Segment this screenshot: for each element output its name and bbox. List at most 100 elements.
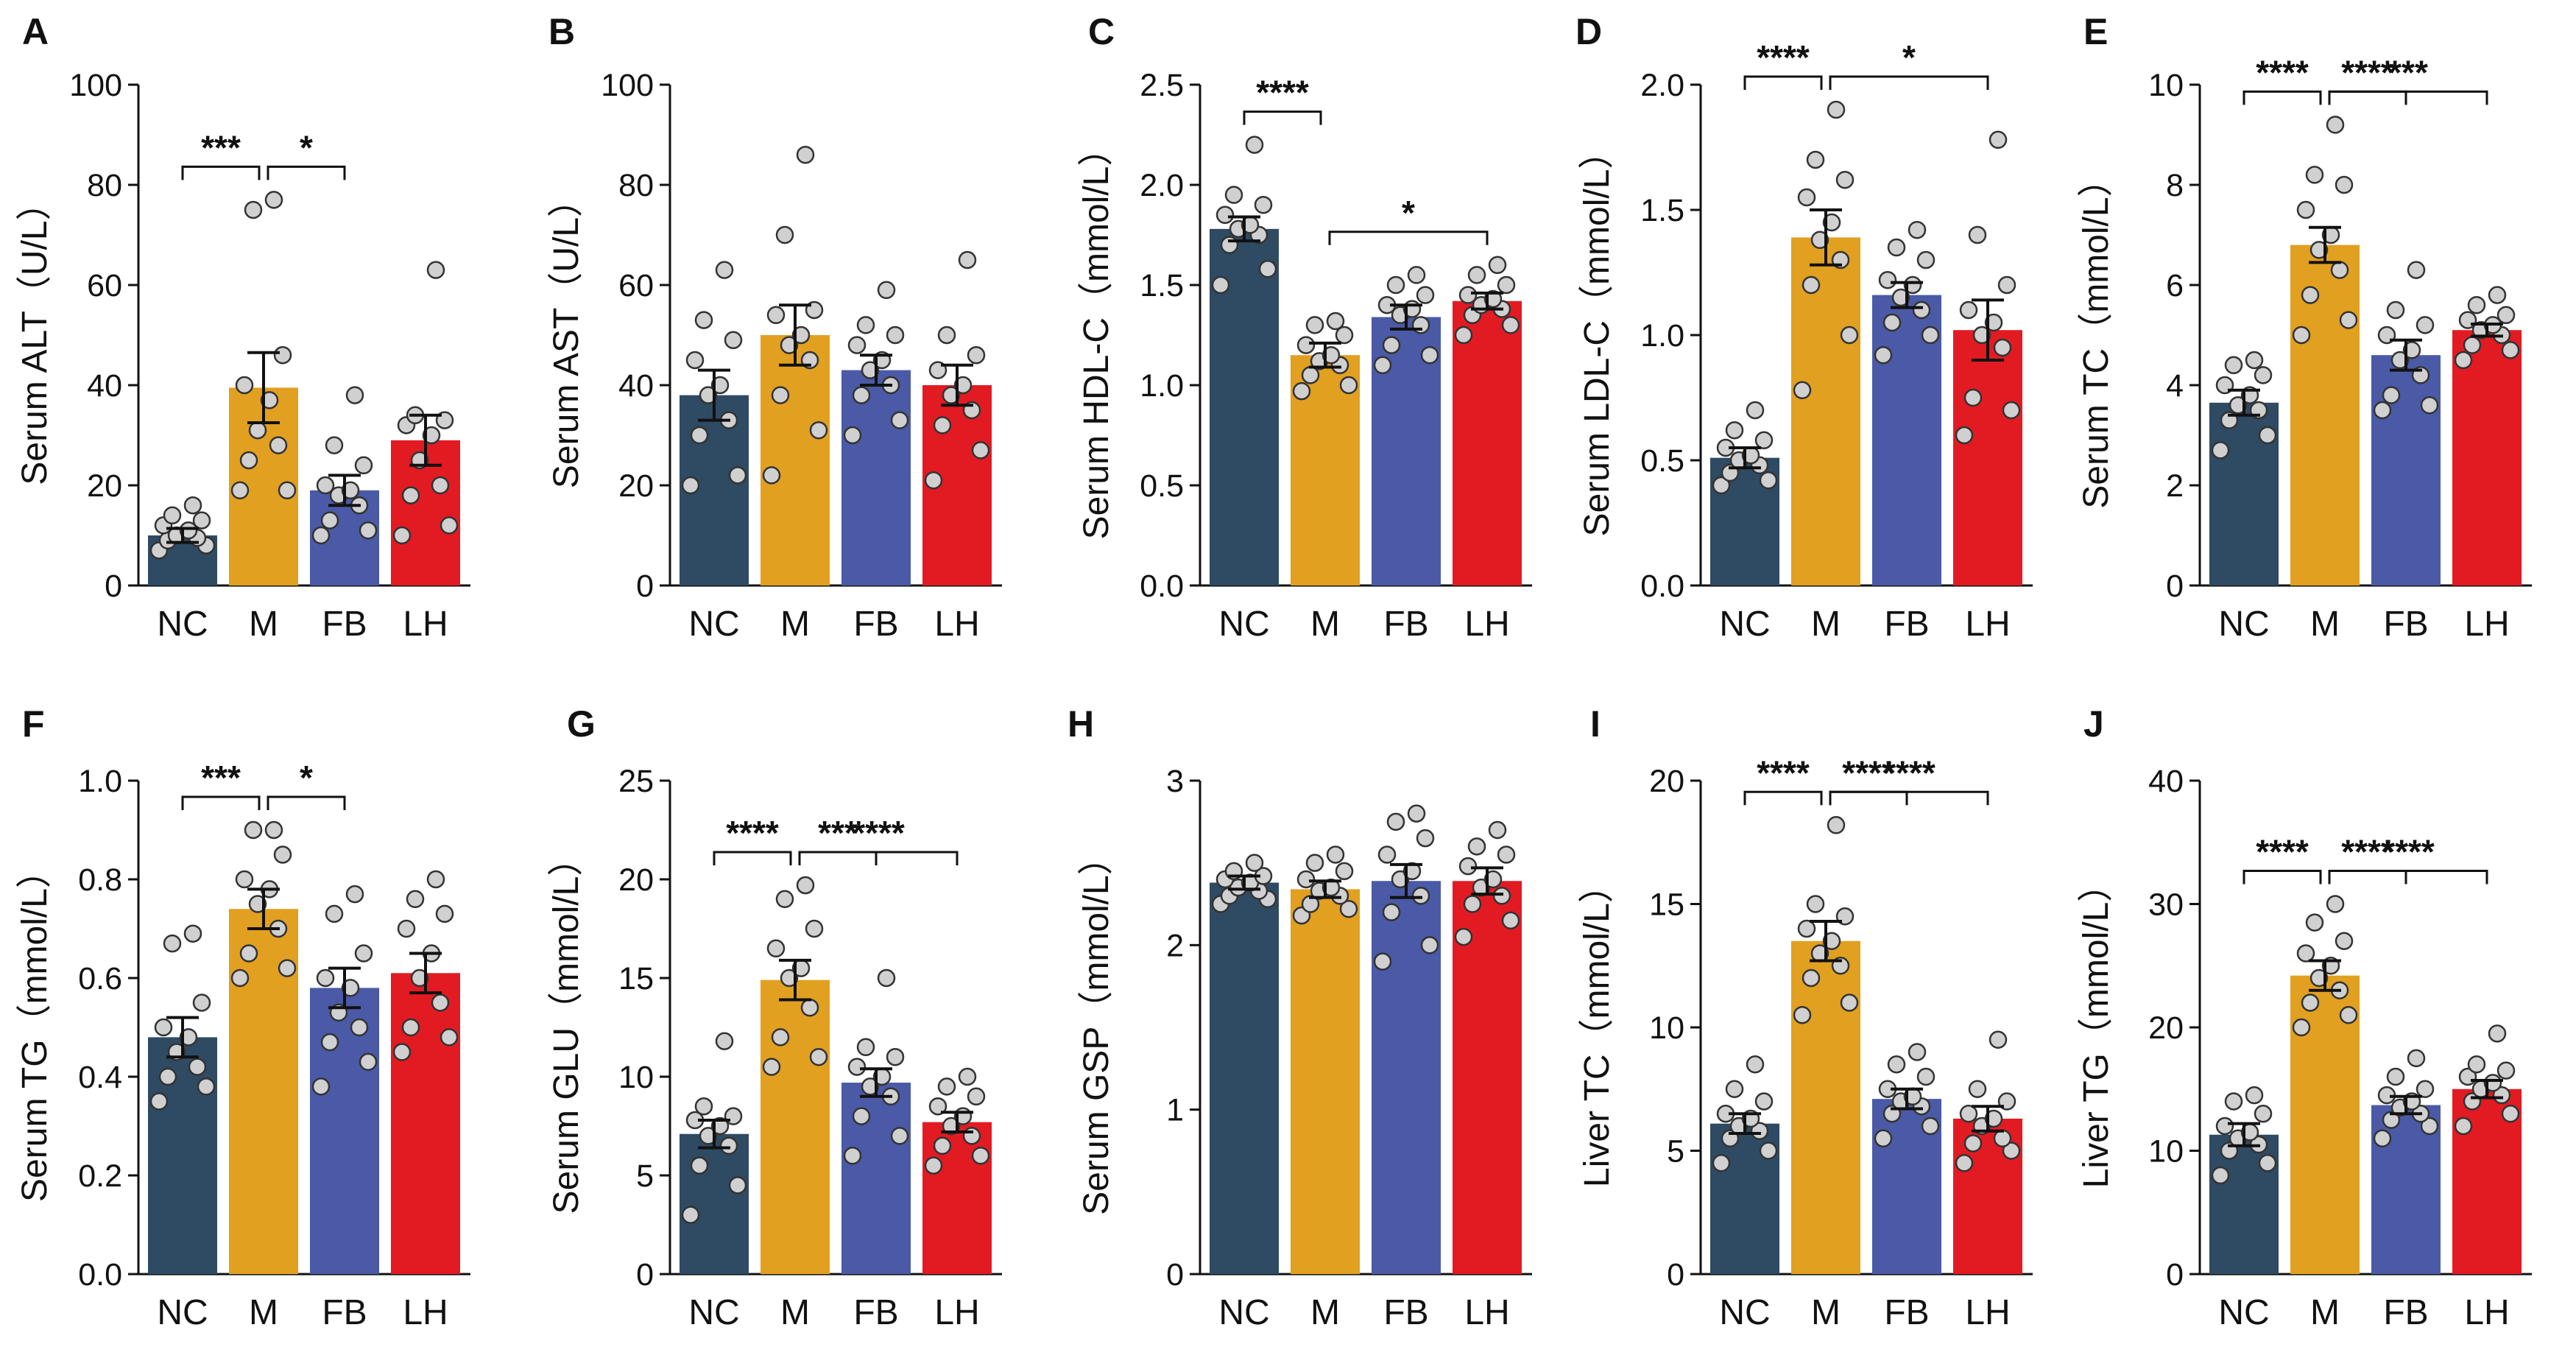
data-point	[1746, 401, 1765, 420]
data-point	[2386, 300, 2405, 320]
data-point	[1802, 275, 1821, 295]
data-point	[843, 1146, 862, 1165]
data-point	[861, 361, 880, 379]
data-point	[1326, 312, 1345, 331]
data-point	[2309, 968, 2329, 988]
data-point	[1878, 270, 1897, 289]
data-point	[2326, 116, 2345, 134]
data-point	[163, 506, 182, 525]
bar-LH	[1453, 300, 1522, 585]
data-point	[1296, 336, 1316, 354]
data-point	[2301, 286, 2320, 304]
data-point	[440, 1028, 459, 1047]
significance-label: ****	[1757, 38, 1810, 77]
category-label-FB: FB	[1884, 605, 1929, 644]
category-label-M: M	[1811, 1293, 1841, 1332]
data-point	[942, 1116, 961, 1136]
data-point	[401, 1018, 420, 1037]
data-point	[861, 1077, 880, 1096]
data-point	[1955, 426, 1974, 445]
y-axis-title: Serum LDL-C（mmol/L）	[1578, 134, 1617, 537]
data-point	[1921, 1116, 1940, 1136]
category-label-FB: FB	[322, 605, 367, 644]
data-point	[1483, 870, 1503, 889]
data-point	[805, 919, 824, 938]
y-tick-label: 40	[618, 368, 654, 404]
category-label-LH: LH	[1464, 1293, 1509, 1332]
y-tick-label: 20	[2148, 1010, 2184, 1046]
significance-bracket	[1829, 790, 1908, 806]
data-point	[852, 1107, 871, 1125]
y-axis-title: Serum TC（mmol/L）	[2077, 161, 2116, 508]
data-point	[2229, 395, 2248, 415]
data-point	[1887, 1055, 1906, 1074]
significance-bracket	[713, 851, 792, 866]
data-point	[766, 306, 786, 325]
y-tick-label: 60	[87, 268, 122, 303]
data-point	[2224, 1092, 2243, 1111]
data-point	[942, 386, 961, 404]
data-point	[2335, 175, 2354, 194]
category-label-LH: LH	[1965, 605, 2010, 644]
data-point	[244, 200, 263, 219]
data-point	[269, 436, 288, 454]
data-point	[710, 1116, 730, 1136]
data-point	[1220, 236, 1239, 254]
data-point	[2254, 1105, 2273, 1123]
significance-label: ****	[1256, 74, 1309, 112]
data-point	[341, 481, 360, 500]
data-point	[1211, 275, 1230, 295]
data-point	[1454, 927, 1473, 946]
significance-label: ****	[726, 814, 779, 852]
data-point	[183, 924, 202, 943]
category-label-NC: NC	[1719, 1293, 1770, 1332]
data-point	[2416, 316, 2435, 334]
bar-LH	[922, 1122, 992, 1274]
data-point	[775, 890, 794, 909]
data-point	[359, 521, 378, 540]
category-label-LH: LH	[2464, 1293, 2509, 1332]
y-tick-label: 0	[636, 569, 654, 604]
panel-label: I	[1590, 703, 1601, 745]
data-point	[1750, 1122, 1769, 1140]
data-point	[924, 471, 943, 490]
data-point	[2335, 932, 2354, 950]
bar-LH	[2452, 330, 2522, 585]
data-point	[311, 1077, 331, 1096]
category-label-NC: NC	[688, 605, 739, 644]
data-point	[847, 1058, 867, 1076]
data-point	[230, 481, 250, 500]
data-point	[2407, 1049, 2426, 1068]
data-point	[856, 316, 875, 334]
data-point	[685, 351, 705, 370]
data-point	[278, 959, 297, 977]
data-point	[311, 526, 331, 545]
significance-label: ****	[1757, 753, 1810, 792]
data-point	[244, 820, 263, 840]
panel-D: D Serum LDL-C（mmol/L） 0.0 0.5 1.0 1.5 2.0 NC M FB…	[1575, 11, 2033, 644]
y-tick-label: 20	[87, 468, 122, 504]
panel-label: G	[567, 703, 596, 745]
panel-H: H Serum GSP（mmol/L） 0 1 2 3 NC M FB LH	[1068, 703, 1532, 1332]
data-point	[1497, 275, 1516, 295]
data-point	[1810, 231, 1829, 250]
data-point	[2463, 336, 2482, 354]
bar-M	[1791, 237, 1860, 585]
data-point	[1416, 286, 1435, 304]
data-point	[724, 331, 743, 350]
data-point	[2215, 1116, 2234, 1136]
significance-bracket	[2328, 90, 2407, 105]
data-point	[2292, 1018, 2311, 1037]
y-tick-label: 0.5	[1140, 468, 1184, 504]
data-point	[2382, 1111, 2401, 1129]
panel-F: F Serum TG（mmol/L） 0.0 0.2 0.4 0.6 0.8 1.0 NC M FB…	[15, 703, 470, 1332]
data-point	[1382, 903, 1401, 921]
data-point	[1467, 837, 1486, 856]
data-point	[1968, 225, 1987, 245]
data-point	[1411, 316, 1430, 334]
data-point	[2420, 1116, 2439, 1136]
y-tick-label: 10	[618, 1060, 654, 1095]
data-point	[2301, 994, 2320, 1012]
